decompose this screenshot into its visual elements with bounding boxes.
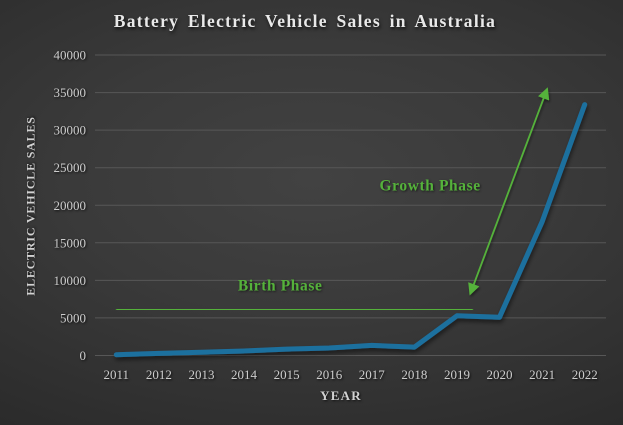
x-tick-label: 2015	[274, 367, 300, 382]
x-tick-label: 2014	[231, 367, 258, 382]
x-tick-label: 2013	[189, 367, 215, 382]
x-tick-label: 2022	[572, 367, 598, 382]
x-tick-label: 2017	[359, 367, 386, 382]
sales-line	[113, 102, 588, 358]
birth-phase-label: Birth Phase	[238, 278, 323, 295]
growth-phase-label: Growth Phase	[379, 178, 480, 195]
chart-title: Battery Electric Vehicle Sales in Austra…	[113, 11, 497, 31]
x-tick-label: 2021	[529, 367, 555, 382]
x-tick-label: 2016	[316, 367, 343, 382]
y-tick-label: 10000	[54, 273, 87, 288]
x-tick-label: 2011	[104, 367, 130, 382]
x-tick-label: 2019	[444, 367, 470, 382]
y-tick-label: 20000	[54, 198, 87, 213]
y-tick-label: 0	[80, 348, 87, 363]
y-tick-label: 5000	[60, 310, 86, 325]
y-tick-label: 25000	[54, 160, 87, 175]
growth-phase-arrow	[468, 87, 550, 296]
y-tick-label: 40000	[54, 48, 87, 63]
y-tick-label: 15000	[54, 235, 87, 250]
x-axis-title: YEAR	[320, 388, 362, 403]
x-tick-label: 2012	[146, 367, 172, 382]
y-tick-label: 35000	[54, 85, 87, 100]
y-tick-label: 30000	[54, 123, 87, 138]
x-tick-label: 2020	[487, 367, 513, 382]
x-tick-label: 2018	[401, 367, 427, 382]
